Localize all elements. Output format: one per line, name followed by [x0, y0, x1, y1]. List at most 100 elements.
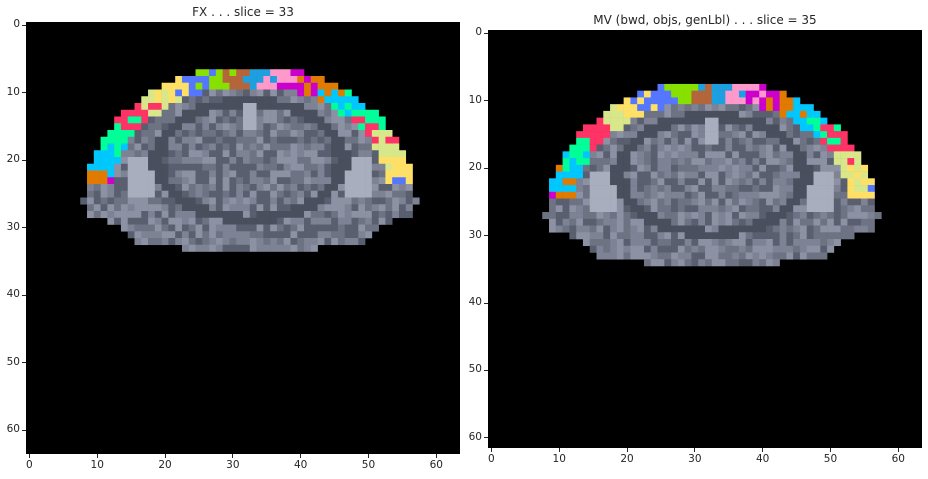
voxel: [643, 117, 652, 125]
voxel: [596, 218, 604, 226]
voxel: [358, 116, 366, 124]
voxel: [120, 211, 129, 219]
voxel: [154, 136, 162, 144]
voxel: [324, 123, 332, 131]
voxel: [188, 157, 196, 165]
voxel: [120, 224, 129, 232]
voxel: [297, 103, 305, 111]
voxel: [324, 197, 332, 205]
voxel: [555, 225, 563, 233]
voxel: [589, 144, 597, 152]
voxel: [365, 116, 373, 124]
voxel: [827, 124, 835, 132]
voxel: [385, 197, 393, 205]
voxel: [256, 82, 264, 90]
voxel: [657, 137, 665, 145]
voxel: [263, 190, 271, 198]
voxel: [657, 144, 665, 152]
voxel: [270, 123, 278, 131]
voxel: [677, 131, 685, 139]
voxel: [562, 218, 570, 226]
voxel: [276, 244, 284, 252]
voxel: [317, 217, 325, 225]
voxel: [351, 204, 359, 212]
voxel: [215, 116, 223, 124]
voxel: [310, 82, 318, 90]
voxel: [168, 130, 176, 138]
voxel: [766, 212, 774, 220]
voxel: [243, 163, 251, 171]
voxel: [698, 158, 706, 166]
voxel: [766, 252, 774, 260]
voxel: [351, 224, 359, 232]
voxel: [718, 131, 726, 139]
voxel: [202, 96, 210, 104]
voxel: [718, 158, 726, 166]
voxel: [181, 96, 190, 104]
voxel: [637, 232, 645, 240]
voxel: [317, 157, 325, 165]
voxel: [860, 191, 869, 199]
voxel: [738, 239, 746, 247]
voxel: [209, 96, 217, 104]
voxel: [249, 130, 257, 138]
voxel: [358, 238, 366, 246]
voxel: [854, 212, 862, 220]
voxel: [270, 190, 278, 198]
voxel: [589, 218, 597, 226]
y-tick-mark: [22, 24, 26, 26]
voxel: [161, 170, 169, 178]
x-tick-label: 10: [552, 453, 566, 465]
voxel: [671, 131, 679, 139]
voxel: [725, 212, 733, 220]
voxel: [657, 110, 665, 118]
voxel: [148, 116, 156, 124]
voxel: [161, 224, 169, 232]
voxel: [120, 130, 129, 138]
voxel: [698, 185, 706, 193]
voxel: [263, 238, 271, 246]
voxel: [188, 130, 196, 138]
voxel: [623, 205, 631, 213]
voxel: [691, 239, 699, 247]
voxel: [854, 218, 862, 226]
voxel: [134, 103, 142, 111]
voxel: [793, 212, 801, 220]
voxel: [283, 244, 291, 252]
voxel: [283, 123, 291, 131]
voxel: [209, 109, 217, 117]
voxel: [718, 259, 726, 267]
voxel: [691, 218, 699, 226]
voxel: [732, 232, 740, 240]
voxel: [738, 178, 746, 186]
voxel: [87, 184, 95, 192]
voxel: [725, 90, 733, 98]
voxel: [249, 197, 257, 205]
voxel: [236, 157, 244, 165]
voxel: [759, 198, 767, 206]
voxel: [630, 144, 638, 152]
voxel: [691, 90, 699, 98]
voxel: [249, 177, 257, 185]
voxel: [181, 204, 190, 212]
voxel: [276, 116, 284, 124]
voxel: [806, 137, 814, 145]
voxel: [671, 185, 679, 193]
voxel: [840, 198, 848, 206]
voxel: [610, 110, 618, 118]
voxel: [589, 212, 597, 220]
voxel: [718, 164, 726, 172]
voxel: [317, 109, 325, 117]
voxel: [249, 116, 257, 124]
voxel: [263, 157, 271, 165]
voxel: [643, 137, 652, 145]
voxel: [358, 143, 366, 151]
voxel: [582, 218, 591, 226]
voxel: [698, 205, 706, 213]
voxel: [283, 109, 291, 117]
voxel: [344, 123, 352, 131]
voxel: [93, 197, 101, 205]
voxel: [684, 158, 692, 166]
voxel: [759, 252, 767, 260]
voxel: [297, 170, 305, 178]
